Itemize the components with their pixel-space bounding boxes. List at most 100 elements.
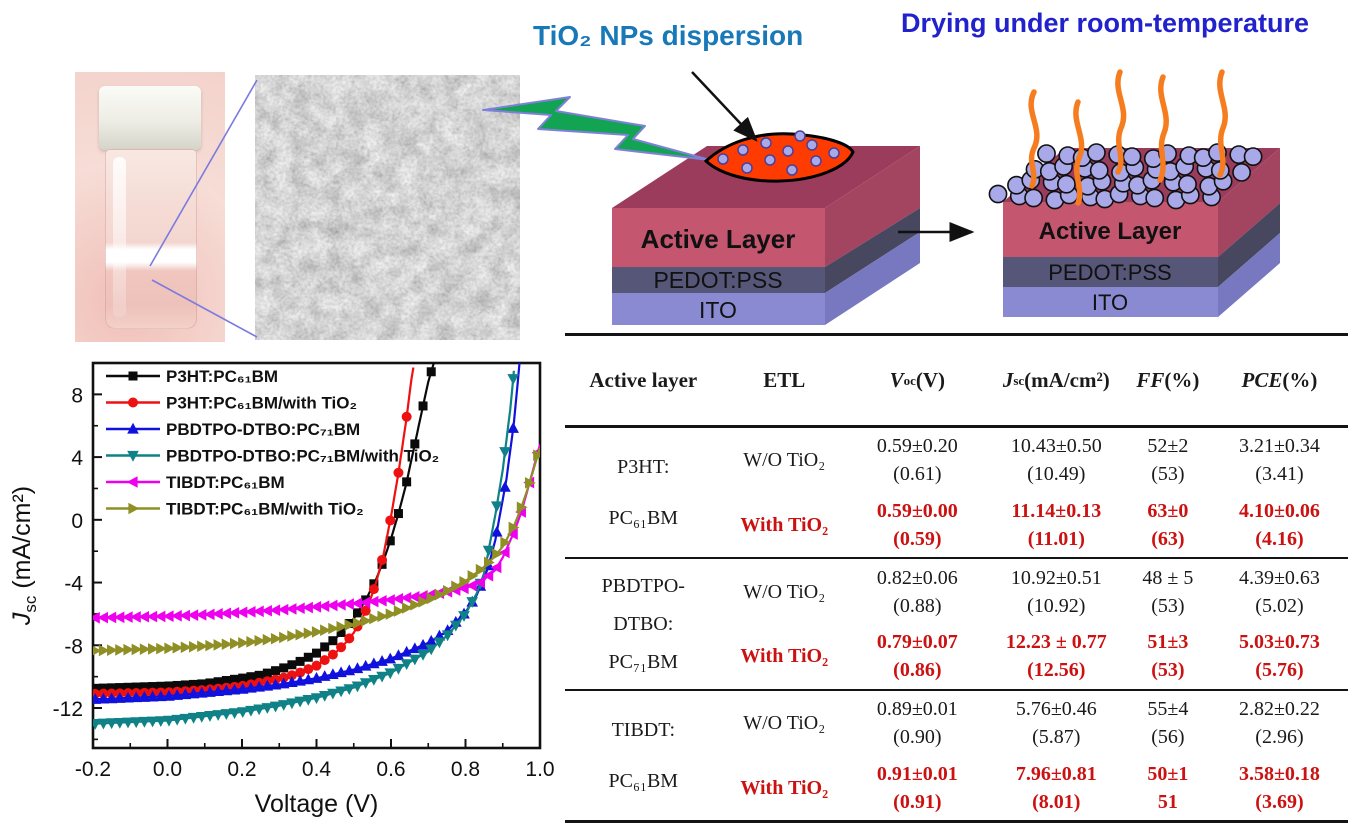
value-main: 2.82±0.22 xyxy=(1238,697,1320,720)
chart-marker xyxy=(254,670,264,680)
x-axis-title: Voltage (V) xyxy=(255,790,379,818)
chart-marker xyxy=(162,610,174,623)
chart-marker xyxy=(408,590,420,603)
legend-item-label: PBDTPO-DTBO:PC₇₁BM/with TiO₂ xyxy=(166,447,439,466)
value-cell: 11.14±0.13 (11.01) xyxy=(988,493,1125,558)
value-paren: (5.87) xyxy=(1032,725,1081,748)
chart-marker xyxy=(443,584,454,597)
value-paren: 51 xyxy=(1157,790,1178,813)
value-paren: (11.01) xyxy=(1027,527,1085,550)
chart-marker xyxy=(367,595,379,608)
chart-marker xyxy=(441,630,454,642)
etl-cell: With TiO₂ xyxy=(740,645,829,668)
chart-marker xyxy=(360,605,371,616)
value-main: 5.03±0.73 xyxy=(1238,631,1320,654)
chart-marker xyxy=(128,502,140,515)
vapor-line xyxy=(1217,69,1228,178)
pedot-label: PEDOT:PSS xyxy=(653,267,782,293)
value-paren: (56) xyxy=(1151,725,1185,748)
chart-marker xyxy=(369,579,379,589)
chart-marker xyxy=(187,687,200,699)
chart-marker xyxy=(376,671,388,683)
chart-marker xyxy=(269,701,282,713)
chart-marker xyxy=(474,576,485,589)
chart-marker xyxy=(138,610,150,623)
chart-marker xyxy=(385,608,397,620)
chart-marker xyxy=(384,594,395,606)
chart-marker xyxy=(392,649,405,661)
ito-front xyxy=(1003,287,1218,317)
pedot-label: PEDOT:PSS xyxy=(1048,260,1171,285)
value-main: 48 ± 5 xyxy=(1142,566,1194,589)
chart-marker xyxy=(229,637,241,650)
value-paren: (3.41) xyxy=(1255,463,1304,486)
chart-marker xyxy=(228,607,240,619)
value-cell: 0.59±0.00 (0.59) xyxy=(847,493,988,558)
chart-marker xyxy=(130,691,143,703)
chart-marker xyxy=(311,660,322,671)
nanoparticle-sphere xyxy=(988,184,1008,204)
chart-marker xyxy=(93,611,100,624)
chart-marker xyxy=(303,664,314,675)
chart-marker xyxy=(402,602,413,614)
nanoparticle-sphere xyxy=(1232,162,1252,182)
chart-marker xyxy=(228,683,241,695)
value-cell: 0.79±0.07 (0.86) xyxy=(847,624,988,689)
chart-marker xyxy=(336,620,348,633)
chart-marker xyxy=(377,554,388,565)
active-layer-cell: TIBDT: PC₆₁BM xyxy=(565,691,722,820)
chart-marker xyxy=(482,569,494,582)
value-cell: 4.10±0.06 (4.16) xyxy=(1211,493,1348,558)
chart-marker xyxy=(508,521,520,534)
active-side xyxy=(1218,148,1280,257)
chart-marker xyxy=(352,608,362,618)
chart-marker xyxy=(244,605,256,618)
chart-marker xyxy=(115,683,125,693)
chart-marker xyxy=(319,655,330,666)
chart-marker xyxy=(417,638,429,650)
chart-marker xyxy=(343,684,356,696)
vial-body xyxy=(105,148,197,330)
nanoparticle-sphere xyxy=(1057,174,1076,194)
chart-marker xyxy=(295,667,306,678)
chart-marker xyxy=(344,633,355,644)
chart-marker xyxy=(312,648,321,658)
chart-marker xyxy=(107,683,117,693)
chart-marker xyxy=(352,617,364,629)
chart-marker xyxy=(417,649,429,661)
value-main: 0.79±0.07 xyxy=(876,631,958,654)
value-paren: (5.02) xyxy=(1255,594,1304,617)
droplet xyxy=(703,130,855,183)
nanoparticle-sphere xyxy=(1243,147,1263,167)
pedot-front xyxy=(612,267,825,293)
value-main: 12.23 ± 0.77 xyxy=(1005,631,1107,654)
value-paren: (53) xyxy=(1151,463,1185,486)
value-main: 10.43±0.50 xyxy=(1010,435,1102,458)
chart-marker xyxy=(368,584,379,595)
chart-marker xyxy=(459,575,471,588)
chart-marker xyxy=(93,646,102,656)
active-layer-line: P3HT: xyxy=(617,456,670,479)
chart-marker xyxy=(171,689,183,700)
chart-marker xyxy=(377,610,389,623)
chart-marker xyxy=(344,619,356,631)
value-main: 5.76±0.46 xyxy=(1015,697,1097,720)
chart-marker xyxy=(271,666,281,676)
chart-marker xyxy=(310,601,322,613)
chart-marker xyxy=(123,643,135,656)
chart-marker xyxy=(189,679,199,689)
chart-marker xyxy=(204,686,216,697)
chart-marker xyxy=(93,718,102,730)
chart-marker xyxy=(262,668,272,678)
chart-marker xyxy=(156,642,167,655)
chart-marker xyxy=(466,597,479,608)
y-axis-title: Jsc (mA/cm²) xyxy=(8,486,40,626)
y-tick-label: -12 xyxy=(53,698,83,721)
legend-item-label: TIBDT:PC₆₁BM xyxy=(166,473,285,492)
chart-marker xyxy=(286,676,298,687)
chart-marker xyxy=(254,634,266,647)
chart-marker xyxy=(287,660,297,670)
chart-marker xyxy=(164,681,174,691)
